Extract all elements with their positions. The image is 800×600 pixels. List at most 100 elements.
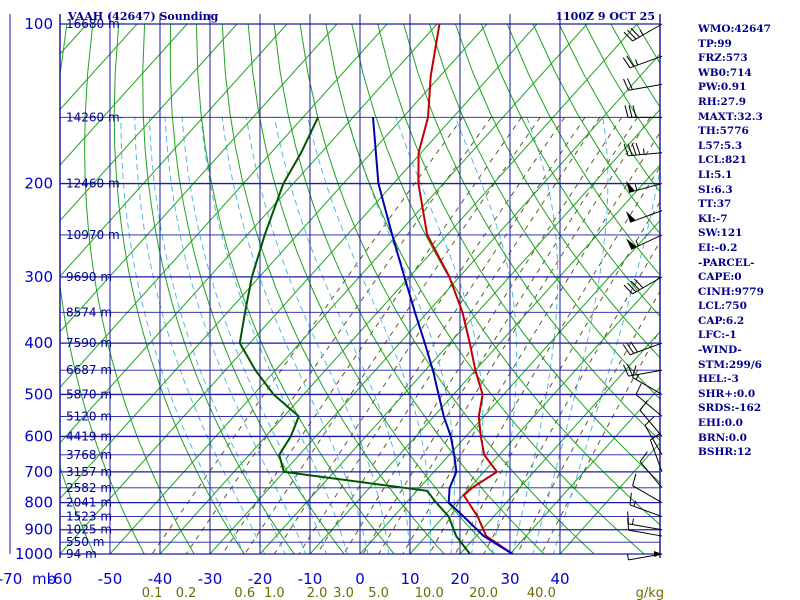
wind-barb-flag — [632, 365, 637, 378]
isotherm — [109, 24, 588, 554]
dry-adiabat — [247, 24, 495, 554]
pressure-tick-label: 500 — [24, 385, 53, 403]
wind-barb-flag — [623, 78, 629, 91]
index-entry: LCL:750 — [698, 300, 747, 313]
isotherm — [559, 442, 660, 554]
wind-barb-flag — [627, 143, 633, 156]
grid-lines — [9, 14, 661, 558]
mixing-ratio-unit: g/kg — [636, 586, 664, 600]
isotherm — [60, 24, 488, 500]
temperature-tick-label: -30 — [198, 570, 223, 588]
wind-barb-staff — [632, 377, 663, 395]
profile-temperature — [417, 24, 514, 554]
wind-barb-staff — [628, 152, 663, 157]
indices-panel: WMO:42647 TP:99 FRZ:573 WB0:714 PW:0.91 RH:27… — [698, 22, 798, 460]
wind-barb-staff — [639, 410, 663, 437]
wind-barb-half-flag — [639, 29, 644, 36]
wind-barb-staff — [628, 523, 663, 531]
wind-barb-pennant — [626, 180, 635, 193]
wind-barb-flag — [635, 383, 642, 395]
wind-barb-flag — [622, 57, 631, 69]
height-label: 6687 m — [66, 363, 112, 377]
height-label: 7590 m — [66, 336, 112, 350]
mixing-ratio-label: 0.2 — [176, 586, 197, 600]
wind-barb-flag — [629, 492, 632, 506]
dry-adiabat — [429, 24, 660, 400]
wind-barb-staff — [632, 23, 663, 42]
isotherm — [409, 275, 660, 554]
pressure-tick-label: 900 — [24, 521, 53, 539]
mixing-ratio-label: 2.0 — [307, 586, 328, 600]
wind-barb-staff — [632, 485, 663, 504]
height-label: 10970 m — [66, 228, 120, 242]
wind-barb-staff — [630, 234, 663, 250]
height-label: 94 m — [66, 547, 97, 561]
height-label: 550 m — [66, 535, 104, 549]
height-label: 2582 m — [66, 481, 112, 495]
isotherm — [60, 24, 238, 222]
height-label: 5870 m — [66, 387, 112, 401]
dry-adiabat — [60, 24, 145, 554]
wind-barb-flag — [630, 280, 640, 291]
dry-adiabat — [195, 24, 395, 554]
index-entry: BRN:0.0 — [698, 431, 747, 444]
dry-adiabat — [60, 465, 95, 554]
pressure-unit-label: mb — [32, 570, 56, 588]
wind-barb-flag — [644, 416, 655, 426]
height-label: 1025 m — [66, 523, 112, 537]
wind-barb-flag — [633, 278, 644, 289]
pressure-tick-label: 300 — [24, 268, 53, 286]
dry-adiabat — [142, 24, 295, 554]
wind-barb-staff — [639, 461, 663, 489]
height-label: 12460 m — [66, 177, 120, 191]
dry-adiabat — [113, 24, 245, 554]
wind-barb-flag — [626, 363, 633, 376]
index-entry: EI:-0.2 — [698, 241, 738, 254]
wind-barb-flag — [626, 78, 633, 90]
pressure-tick-label: 700 — [24, 463, 53, 481]
index-entry: -WIND- — [698, 344, 742, 357]
wind-barb-staff — [632, 276, 663, 295]
index-entry: CAP:6.2 — [698, 314, 745, 327]
sounding-profiles — [238, 24, 514, 554]
index-entry: FRZ:573 — [698, 52, 748, 65]
mixing-ratio-label: 40.0 — [527, 586, 556, 600]
temperature-tick-label: -60 — [48, 570, 73, 588]
wind-barb-staff — [628, 369, 663, 377]
wind-barb-flag — [626, 342, 635, 354]
wind-barb-flag — [623, 143, 629, 156]
index-entry: CAPE:0 — [698, 271, 742, 284]
height-label: 3768 m — [66, 448, 112, 462]
dry-adiabat — [454, 24, 660, 359]
pressure-tick-label: 600 — [24, 427, 53, 445]
dry-adiabat — [169, 24, 345, 554]
wind-barb-flag — [623, 284, 633, 295]
isotherm — [60, 24, 188, 166]
temperature-tick-label: 30 — [500, 570, 519, 588]
dry-adiabat — [273, 24, 545, 554]
height-label: 5120 m — [66, 409, 112, 423]
wind-barb-flag — [632, 473, 637, 486]
wind-barb-staff — [628, 83, 663, 91]
wind-barb-staff — [635, 394, 663, 417]
isotherm — [259, 108, 660, 554]
isotherm — [459, 331, 660, 554]
isotherm — [60, 24, 438, 444]
isotherm — [209, 53, 660, 554]
index-entry: -PARCEL- — [698, 256, 755, 269]
isotherm — [159, 24, 638, 554]
mixing-ratio-label: 10.0 — [415, 586, 444, 600]
wind-barb-flag — [624, 105, 629, 118]
wind-barb-flag — [630, 27, 640, 38]
dry-adiabat — [84, 24, 195, 554]
wind-barb-staff — [629, 55, 663, 69]
index-entry: WB0:714 — [698, 66, 752, 79]
wind-barb-flag — [630, 341, 638, 353]
mixing-ratio-label: 20.0 — [469, 586, 498, 600]
temperature-tick-label: -10 — [298, 570, 323, 588]
isotherm — [60, 24, 388, 389]
dry-adiabat — [325, 24, 645, 554]
index-entry: SI:6.3 — [698, 183, 733, 196]
wind-barb-flag — [639, 451, 648, 463]
wind-barb-half-flag — [626, 553, 630, 560]
